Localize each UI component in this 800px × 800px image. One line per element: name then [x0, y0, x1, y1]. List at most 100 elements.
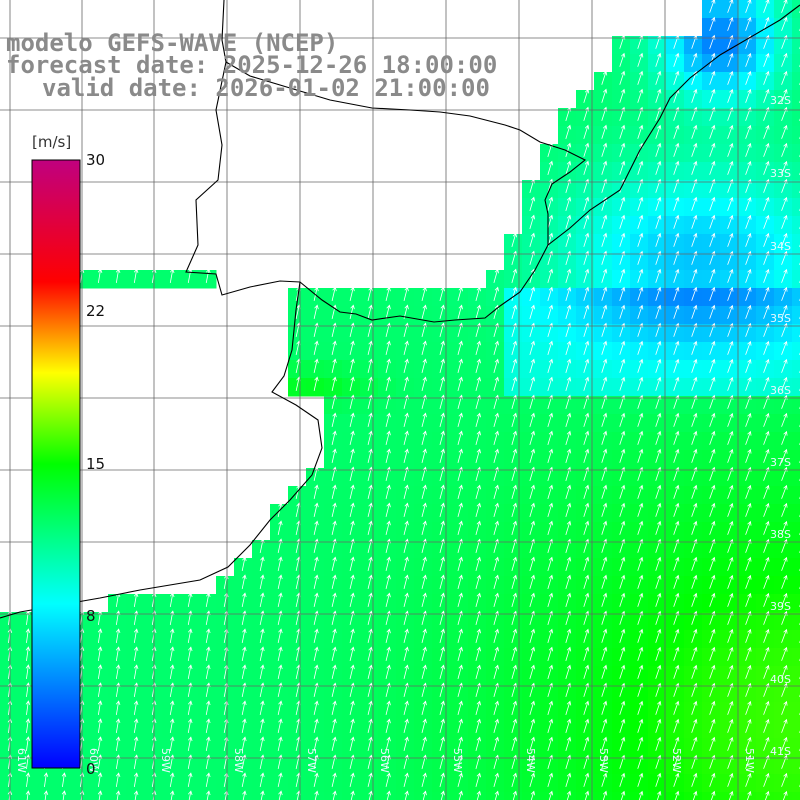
wind-arrow — [655, 232, 662, 247]
wind-arrow — [673, 160, 680, 175]
wind-cell — [90, 792, 109, 800]
wind-arrow — [673, 412, 680, 427]
wind-arrow — [565, 160, 572, 175]
wind-arrow — [529, 664, 536, 679]
wind-arrow — [655, 160, 662, 175]
wind-cell — [792, 360, 800, 379]
wind-cell — [792, 0, 800, 19]
wind-arrow — [439, 700, 445, 715]
wind-arrow — [511, 556, 518, 571]
wind-arrow — [763, 718, 770, 733]
wind-arrow — [727, 214, 734, 229]
wind-arrow — [637, 160, 644, 175]
wind-arrow — [745, 196, 752, 211]
wind-arrow — [529, 700, 536, 715]
wind-arrow — [673, 448, 680, 463]
wind-arrow — [601, 286, 608, 301]
wind-arrow — [349, 430, 355, 445]
wind-arrow — [277, 556, 283, 571]
wind-arrow — [277, 592, 283, 607]
wind-arrow — [637, 304, 644, 319]
wind-arrow — [601, 502, 608, 517]
wind-arrow — [583, 646, 590, 661]
wind-arrow — [259, 628, 265, 643]
wind-arrow — [349, 646, 355, 661]
wind-arrow — [349, 304, 355, 319]
wind-arrow — [601, 70, 608, 85]
wind-arrow — [656, 790, 662, 800]
wind-arrow — [475, 646, 481, 661]
lon-label: 52W — [670, 748, 683, 773]
wind-arrow — [655, 502, 662, 517]
wind-arrow — [619, 718, 626, 733]
wind-arrow — [475, 286, 481, 301]
wind-cell — [630, 792, 649, 800]
wind-arrow — [763, 376, 770, 391]
wind-arrow — [421, 646, 427, 661]
lon-label: 57W — [305, 748, 318, 773]
lat-label: 32S — [770, 94, 791, 107]
wind-arrow — [169, 790, 175, 800]
wind-arrow — [637, 412, 644, 427]
wind-arrow — [637, 646, 644, 661]
wind-arrow — [710, 790, 716, 800]
wind-arrow — [727, 700, 734, 715]
wind-arrow — [277, 574, 283, 589]
wind-arrow — [673, 304, 680, 319]
wind-arrow — [493, 268, 500, 283]
wind-arrow — [655, 268, 662, 283]
wind-arrow — [457, 628, 463, 643]
wind-arrow — [511, 718, 518, 733]
wind-arrow — [403, 772, 409, 787]
wind-arrow — [601, 430, 608, 445]
wind-arrow — [421, 304, 427, 319]
wind-arrow — [25, 682, 31, 698]
wind-arrow — [547, 574, 554, 589]
wind-arrow — [691, 160, 698, 175]
wind-cell — [486, 792, 505, 800]
wind-arrow — [619, 376, 626, 391]
wind-arrow — [655, 214, 662, 229]
wind-arrow — [727, 736, 734, 751]
wind-arrow — [529, 520, 536, 535]
wind-arrow — [691, 628, 698, 643]
wind-arrow — [349, 664, 355, 679]
wind-arrow — [673, 286, 680, 301]
wind-arrow — [583, 664, 590, 679]
wind-arrow — [709, 160, 716, 175]
wind-arrow — [781, 340, 788, 355]
wind-arrow — [493, 646, 500, 661]
wind-arrow — [763, 574, 770, 589]
wind-arrow — [637, 700, 644, 715]
wind-arrow — [205, 664, 211, 680]
lat-label: 41S — [770, 745, 791, 758]
wind-arrow — [349, 412, 355, 427]
wind-arrow — [331, 340, 337, 355]
wind-arrow — [781, 592, 788, 607]
wind-arrow — [421, 502, 427, 517]
wind-arrow — [205, 718, 211, 734]
wind-arrow — [673, 736, 680, 751]
wind-arrow — [458, 790, 463, 800]
wind-arrow — [493, 718, 500, 733]
wind-arrow — [655, 556, 662, 571]
wind-arrow — [637, 520, 644, 535]
wind-arrow — [745, 736, 752, 751]
wind-arrow — [583, 214, 590, 229]
wind-arrow — [565, 214, 572, 229]
wind-arrow — [439, 376, 445, 391]
wind-arrow — [763, 304, 770, 319]
wind-arrow — [457, 358, 463, 373]
wind-arrow — [25, 772, 31, 788]
wind-arrow — [745, 484, 752, 499]
wind-arrow — [601, 718, 608, 733]
wind-arrow — [457, 646, 463, 661]
wind-arrow — [511, 286, 518, 301]
wind-cell — [720, 792, 739, 800]
wind-arrow — [691, 502, 698, 517]
wind-arrow — [691, 556, 698, 571]
wind-arrow — [583, 484, 590, 499]
wind-arrow — [385, 574, 391, 589]
wind-cell — [792, 720, 800, 739]
